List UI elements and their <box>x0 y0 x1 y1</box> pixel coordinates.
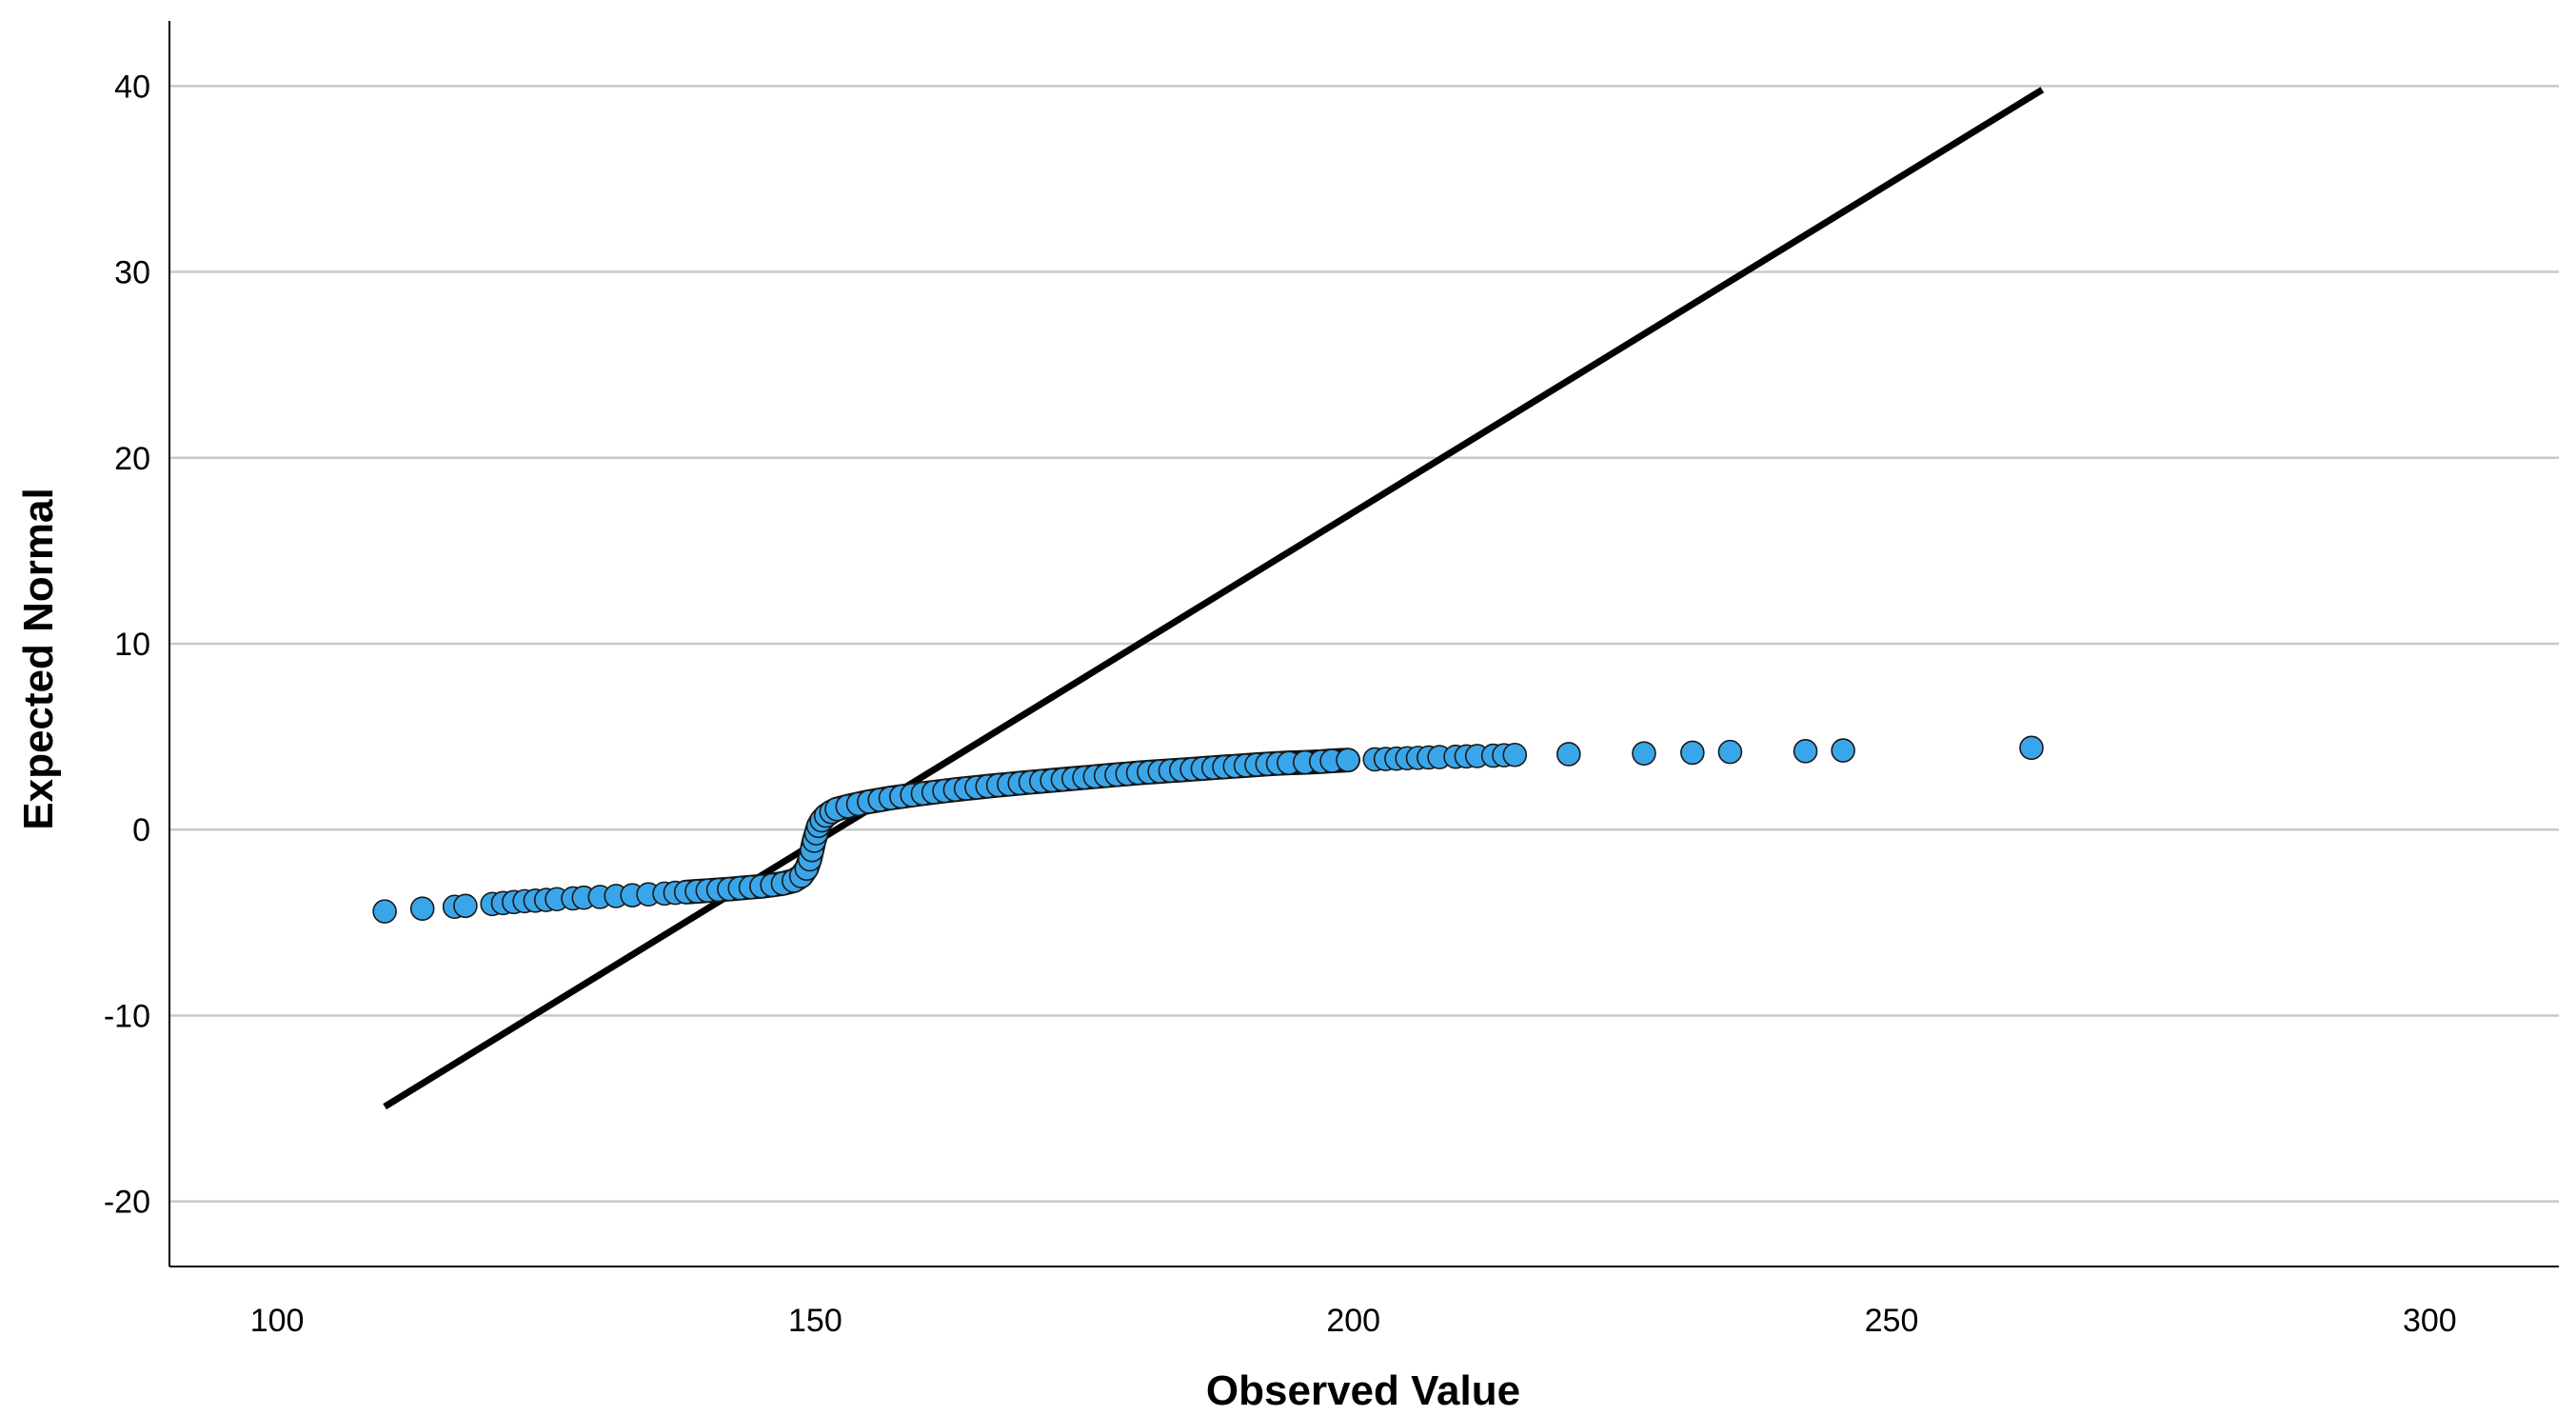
y-tick-label-5: 30 <box>114 255 150 291</box>
y-tick-label-4: 20 <box>114 441 150 477</box>
x-tick-label-1: 150 <box>788 1303 842 1339</box>
y-tick-label-6: 40 <box>114 69 150 105</box>
data-point-101 <box>1632 741 1656 766</box>
x-tick-label-2: 200 <box>1326 1303 1380 1339</box>
x-tick-label-3: 250 <box>1865 1303 1919 1339</box>
gridlines <box>169 85 2559 1203</box>
y-tick-label-0: -20 <box>104 1185 150 1221</box>
data-point-86 <box>1336 748 1360 773</box>
data-point-0 <box>372 899 397 924</box>
axes <box>168 21 2559 1267</box>
data-point-1 <box>409 896 435 921</box>
data-point-103 <box>1717 739 1743 765</box>
y-tick-label-2: 0 <box>132 812 150 848</box>
x-axis-title: Observed Value <box>1206 1367 1520 1414</box>
reference-line <box>383 87 2045 1110</box>
data-point-104 <box>1793 739 1818 764</box>
data-points <box>372 735 2044 924</box>
data-point-105 <box>1831 738 1855 763</box>
y-tick-label-1: -10 <box>104 998 150 1034</box>
data-point-99 <box>1502 742 1528 768</box>
y-axis-title: Expected Normal <box>15 488 62 829</box>
data-point-100 <box>1556 742 1581 767</box>
data-point-106 <box>2019 735 2044 761</box>
reference-line-layer <box>383 87 2045 1110</box>
data-point-102 <box>1680 740 1705 766</box>
x-tick-label-0: 100 <box>250 1303 305 1339</box>
x-tick-label-4: 300 <box>2403 1303 2457 1339</box>
tick-labels: -20 -10 0 10 20 30 40 100 150 200 250 300 <box>104 69 2457 1339</box>
y-tick-label-3: 10 <box>114 627 150 663</box>
data-point-3 <box>453 893 478 919</box>
